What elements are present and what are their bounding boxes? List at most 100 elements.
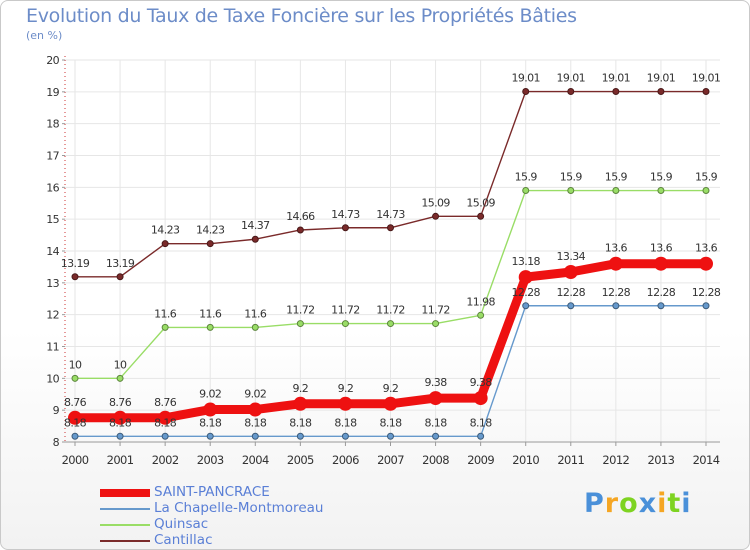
logo-letter: P xyxy=(584,488,605,519)
data-label-cantillac: 13.19 xyxy=(61,257,90,270)
data-label-saint-pancrace: 9.38 xyxy=(470,376,493,389)
data-point-saint-pancrace xyxy=(383,396,398,411)
data-label-quinsac: 11.6 xyxy=(154,307,177,320)
y-tick-label: 14 xyxy=(46,245,59,258)
data-label-la-chapelle-montmoreau: 12.28 xyxy=(602,286,631,299)
data-label-la-chapelle-montmoreau: 12.28 xyxy=(511,286,540,299)
legend-swatch xyxy=(100,489,150,497)
data-label-quinsac: 15.9 xyxy=(695,171,718,184)
x-tick-label: 2009 xyxy=(467,453,494,467)
legend-swatch xyxy=(100,508,150,510)
data-point-cantillac xyxy=(657,88,665,96)
data-label-quinsac: 15.9 xyxy=(515,171,538,184)
logo-letter: x xyxy=(638,488,658,519)
data-point-quinsac xyxy=(206,323,214,331)
x-tick-label: 2004 xyxy=(242,453,269,467)
data-label-la-chapelle-montmoreau: 12.28 xyxy=(557,286,586,299)
y-tick-label: 20 xyxy=(46,54,59,67)
data-label-quinsac: 15.9 xyxy=(650,171,673,184)
data-point-saint-pancrace xyxy=(248,402,263,417)
data-point-saint-pancrace xyxy=(653,256,668,271)
x-tick-label: 2006 xyxy=(332,453,359,467)
data-point-quinsac xyxy=(702,187,710,195)
data-point-quinsac xyxy=(612,187,620,195)
logo-letter: o xyxy=(619,488,639,519)
data-label-cantillac: 14.37 xyxy=(241,219,270,232)
data-label-la-chapelle-montmoreau: 8.18 xyxy=(289,416,312,429)
data-point-cantillac xyxy=(432,212,440,220)
chart-subtitle: (en %) xyxy=(26,29,63,42)
x-tick-label: 2000 xyxy=(62,453,89,467)
x-tick-label: 2013 xyxy=(647,453,674,467)
data-point-cantillac xyxy=(477,212,485,220)
data-point-la-chapelle-montmoreau xyxy=(387,432,394,440)
data-label-cantillac: 19.01 xyxy=(511,72,540,85)
data-label-la-chapelle-montmoreau: 8.18 xyxy=(425,416,448,429)
data-point-saint-pancrace xyxy=(68,410,82,425)
data-label-cantillac: 19.01 xyxy=(647,72,676,85)
data-point-la-chapelle-montmoreau xyxy=(657,302,665,310)
x-tick-label: 2014 xyxy=(693,453,720,467)
data-point-quinsac xyxy=(296,320,304,328)
x-tick-label: 2005 xyxy=(287,453,314,467)
data-label-cantillac: 13.19 xyxy=(106,257,135,270)
y-tick-label: 11 xyxy=(46,341,59,354)
data-point-quinsac xyxy=(341,320,349,328)
data-label-la-chapelle-montmoreau: 8.18 xyxy=(379,416,402,429)
x-tick-label: 2011 xyxy=(557,453,584,467)
data-point-cantillac xyxy=(387,224,394,232)
data-point-cantillac xyxy=(296,226,304,234)
data-point-la-chapelle-montmoreau xyxy=(206,432,214,440)
y-tick-label: 9 xyxy=(53,404,60,417)
y-tick-label: 18 xyxy=(46,118,59,131)
y-tick-label: 10 xyxy=(46,372,59,385)
data-label-la-chapelle-montmoreau: 8.18 xyxy=(64,416,87,429)
data-label-la-chapelle-montmoreau: 8.18 xyxy=(244,416,267,429)
data-label-la-chapelle-montmoreau: 8.18 xyxy=(154,416,177,429)
x-tick-label: 2003 xyxy=(197,453,224,467)
data-point-la-chapelle-montmoreau xyxy=(477,432,485,440)
data-point-saint-pancrace xyxy=(699,256,713,271)
data-point-saint-pancrace xyxy=(293,396,308,411)
legend-swatch xyxy=(100,524,150,526)
data-point-la-chapelle-montmoreau xyxy=(71,432,79,440)
data-label-cantillac: 15.09 xyxy=(421,196,450,209)
x-tick-label: 2010 xyxy=(512,453,539,467)
proxiti-logo: Proxiti xyxy=(584,488,692,519)
x-tick-label: 2008 xyxy=(422,453,449,467)
data-label-saint-pancrace: 13.6 xyxy=(650,242,673,255)
data-point-cantillac xyxy=(71,273,79,281)
data-point-saint-pancrace xyxy=(113,410,128,425)
data-point-quinsac xyxy=(71,374,79,382)
data-label-quinsac: 10 xyxy=(114,358,127,371)
data-label-quinsac: 11.72 xyxy=(286,304,315,317)
data-point-saint-pancrace xyxy=(608,256,623,271)
legend-label: Quinsac xyxy=(154,516,209,532)
data-label-quinsac: 15.9 xyxy=(605,171,628,184)
data-point-saint-pancrace xyxy=(563,265,578,280)
data-point-saint-pancrace xyxy=(518,270,533,285)
data-point-cantillac xyxy=(702,88,710,96)
data-label-quinsac: 11.72 xyxy=(331,304,360,317)
data-label-saint-pancrace: 13.6 xyxy=(695,242,718,255)
data-label-la-chapelle-montmoreau: 8.18 xyxy=(470,416,493,429)
data-label-la-chapelle-montmoreau: 8.18 xyxy=(109,416,132,429)
y-tick-label: 12 xyxy=(46,309,59,322)
data-label-cantillac: 14.23 xyxy=(196,224,225,237)
data-point-cantillac xyxy=(341,224,349,232)
data-point-la-chapelle-montmoreau xyxy=(296,432,304,440)
data-point-quinsac xyxy=(477,311,485,319)
data-label-quinsac: 10 xyxy=(69,358,82,371)
x-tick-label: 2002 xyxy=(152,453,179,467)
data-point-cantillac xyxy=(612,88,620,96)
data-point-saint-pancrace xyxy=(473,391,488,406)
data-point-la-chapelle-montmoreau xyxy=(116,432,124,440)
data-label-saint-pancrace: 9.02 xyxy=(199,388,221,401)
data-point-quinsac xyxy=(387,320,394,328)
data-point-quinsac xyxy=(657,187,665,195)
data-label-la-chapelle-montmoreau: 8.18 xyxy=(199,416,222,429)
data-label-quinsac: 11.98 xyxy=(466,295,495,308)
data-point-cantillac xyxy=(116,273,124,281)
data-label-la-chapelle-montmoreau: 12.28 xyxy=(647,286,676,299)
